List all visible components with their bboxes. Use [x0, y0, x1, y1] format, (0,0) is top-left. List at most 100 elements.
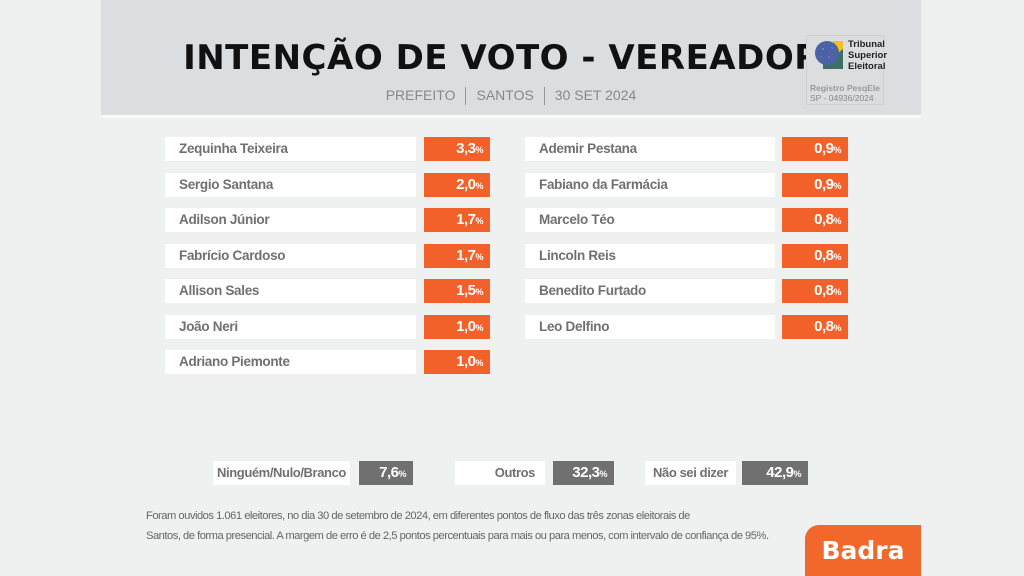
candidate-name: Lincoln Reis	[525, 244, 775, 268]
candidate-name: Fabiano da Farmácia	[525, 173, 775, 197]
value-number: 0,9	[814, 140, 834, 157]
registry-label: Registro PesqEle	[810, 83, 880, 93]
value-number: 2,0	[456, 176, 476, 193]
candidate-value: 0,8%	[782, 208, 848, 232]
percent-sign: %	[599, 469, 607, 479]
value-number: 0,8	[814, 247, 834, 264]
tse-registry: Registro PesqEle SP - 04936/2024	[810, 83, 884, 103]
header-divider	[101, 115, 921, 118]
separator	[543, 87, 545, 106]
candidate-row: Sergio Santana 2,0%	[165, 173, 490, 197]
subtitle: PREFEITO SANTOS 30 SET 2024	[101, 87, 921, 106]
other-response-row: Ninguém/Nulo/Branco 7,6%	[213, 461, 413, 485]
candidate-value: 2,0%	[424, 173, 490, 197]
candidate-value: 0,8%	[782, 279, 848, 303]
candidate-row: Marcelo Téo 0,8%	[525, 208, 848, 232]
percent-sign: %	[475, 252, 483, 262]
value-number: 1,7	[456, 247, 476, 264]
percent-sign: %	[475, 358, 483, 368]
other-response-row: Não sei dizer 42,9%	[645, 461, 808, 485]
candidate-value: 0,8%	[782, 315, 848, 339]
percent-sign: %	[833, 323, 841, 333]
value-number: 42,9	[766, 464, 794, 481]
tse-name: Tribunal Superior Eleitoral	[848, 39, 887, 72]
candidate-name: Fabrício Cardoso	[165, 244, 416, 268]
subtitle-office: PREFEITO	[385, 87, 456, 103]
percent-sign: %	[475, 145, 483, 155]
percent-sign: %	[475, 323, 483, 333]
percent-sign: %	[475, 181, 483, 191]
percent-sign: %	[398, 469, 406, 479]
percent-sign: %	[833, 216, 841, 226]
brand-logo: Badra	[805, 525, 921, 576]
percent-sign: %	[833, 145, 841, 155]
percent-sign: %	[833, 287, 841, 297]
separator	[465, 87, 467, 106]
candidate-name: Zequinha Teixeira	[165, 137, 416, 161]
candidate-value: 0,9%	[782, 137, 848, 161]
candidate-name: Adilson Júnior	[165, 208, 416, 232]
tse-name-line: Tribunal	[848, 39, 885, 50]
candidate-value: 1,7%	[424, 208, 490, 232]
value-number: 1,7	[456, 211, 476, 228]
candidate-name: Adriano Piemonte	[165, 350, 416, 374]
candidate-row: Fabrício Cardoso 1,7%	[165, 244, 490, 268]
value-number: 0,8	[814, 318, 834, 335]
tse-badge: Tribunal Superior Eleitoral Registro Pes…	[806, 35, 887, 105]
value-number: 1,0	[456, 353, 476, 370]
candidate-row: Leo Delfino 0,8%	[525, 315, 848, 339]
footnote-line: Foram ouvidos 1.061 eleitores, no dia 30…	[146, 510, 690, 522]
candidate-row: Lincoln Reis 0,8%	[525, 244, 848, 268]
candidate-name: João Neri	[165, 315, 416, 339]
candidate-value: 1,0%	[424, 350, 490, 374]
percent-sign: %	[793, 469, 801, 479]
percent-sign: %	[833, 252, 841, 262]
percent-sign: %	[475, 216, 483, 226]
response-value: 32,3%	[553, 461, 614, 485]
candidate-row: Zequinha Teixeira 3,3%	[165, 137, 490, 161]
tse-name-line: Eleitoral	[848, 61, 886, 72]
value-number: 0,8	[814, 211, 834, 228]
candidate-name: Sergio Santana	[165, 173, 416, 197]
candidate-value: 0,8%	[782, 244, 848, 268]
percent-sign: %	[833, 181, 841, 191]
candidate-name: Benedito Furtado	[525, 279, 775, 303]
candidate-value: 1,5%	[424, 279, 490, 303]
page-title: INTENÇÃO DE VOTO - VEREADOR	[183, 38, 821, 78]
response-label: Outros	[455, 461, 545, 485]
value-number: 3,3	[456, 140, 476, 157]
candidate-row: Adilson Júnior 1,7%	[165, 208, 490, 232]
percent-sign: %	[475, 287, 483, 297]
candidate-row: Allison Sales 1,5%	[165, 279, 490, 303]
value-number: 7,6	[379, 464, 399, 481]
value-number: 32,3	[572, 464, 600, 481]
response-value: 7,6%	[359, 461, 413, 485]
candidate-row: João Neri 1,0%	[165, 315, 490, 339]
candidate-row: Ademir Pestana 0,9%	[525, 137, 848, 161]
header-panel: INTENÇÃO DE VOTO - VEREADOR PREFEITO SANT…	[101, 0, 921, 115]
value-number: 0,9	[814, 176, 834, 193]
registry-code: SP - 04936/2024	[810, 92, 874, 103]
value-number: 1,0	[456, 318, 476, 335]
methodology-note: Foram ouvidos 1.061 eleitores, no dia 30…	[146, 506, 806, 546]
tse-name-line: Superior	[848, 50, 888, 61]
value-number: 0,8	[814, 282, 834, 299]
value-number: 1,5	[456, 282, 476, 299]
other-response-row: Outros 32,3%	[455, 461, 614, 485]
tse-logo-icon	[815, 41, 843, 69]
candidate-value: 1,0%	[424, 315, 490, 339]
candidate-name: Marcelo Téo	[525, 208, 775, 232]
response-label: Não sei dizer	[645, 461, 736, 485]
candidate-value: 0,9%	[782, 173, 848, 197]
subtitle-date: 30 SET 2024	[554, 87, 637, 103]
footnote-line: Santos, de forma presencial. A margem de…	[146, 530, 769, 542]
candidate-row: Adriano Piemonte 1,0%	[165, 350, 490, 374]
candidate-name: Leo Delfino	[525, 315, 775, 339]
subtitle-city: SANTOS	[476, 87, 534, 103]
candidate-name: Allison Sales	[165, 279, 416, 303]
candidate-row: Fabiano da Farmácia 0,9%	[525, 173, 848, 197]
candidate-name: Ademir Pestana	[525, 137, 775, 161]
response-label: Ninguém/Nulo/Branco	[213, 461, 350, 485]
candidate-row: Benedito Furtado 0,8%	[525, 279, 848, 303]
candidate-value: 3,3%	[424, 137, 490, 161]
